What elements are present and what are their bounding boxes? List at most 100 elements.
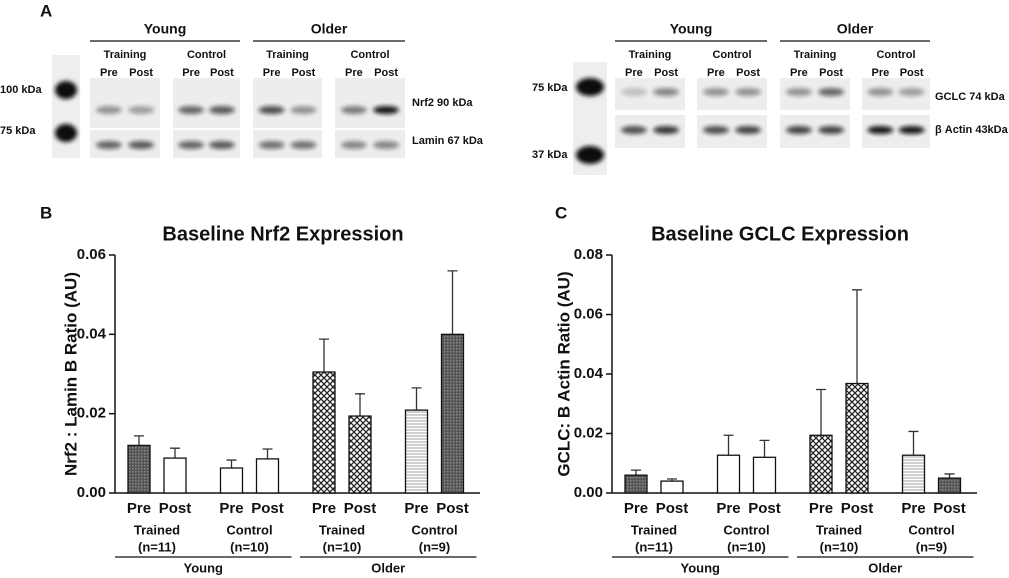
blot-band (818, 126, 845, 134)
y-tick-label: 0.06 (574, 305, 603, 322)
error-bar (723, 434, 734, 456)
blot-band (867, 126, 894, 134)
ladder-band (55, 81, 77, 99)
y-tick-label: 0.02 (574, 424, 603, 441)
lane-label: Post (900, 67, 924, 79)
y-tick-label: 0.02 (77, 405, 106, 422)
blot-box (90, 78, 160, 128)
panel-label: B (40, 203, 52, 222)
band-label: Nrf2 90 kDa (412, 97, 473, 109)
blot-band (785, 88, 812, 96)
error-bar (134, 435, 144, 446)
x-tick-label: Post (656, 500, 689, 517)
ladder-label: 75 kDa (0, 125, 36, 137)
x-tick-label: Pre (716, 500, 740, 517)
group-label: Older (311, 21, 348, 37)
bar (348, 415, 372, 494)
supergroup-label: Young (681, 560, 721, 575)
x-tick-label: Post (841, 500, 874, 517)
y-tick-label: 0.00 (574, 484, 603, 501)
blot-band (208, 106, 235, 114)
x-tick-label: Post (933, 500, 966, 517)
group-n: (n=10) (230, 539, 269, 554)
x-tick-label: Pre (219, 500, 243, 517)
blot-band (128, 106, 155, 114)
x-tick-label: Post (159, 500, 192, 517)
blot-band (620, 126, 647, 134)
group-label: Trained (319, 522, 365, 537)
blot-box (335, 78, 405, 128)
lane-label: Post (736, 67, 760, 79)
lane-label: Post (819, 67, 843, 79)
chart-title: Baseline GCLC Expression (651, 223, 909, 245)
group-label: Trained (816, 522, 862, 537)
blot-band (290, 141, 317, 149)
blot-band (340, 106, 367, 114)
error-bar (262, 448, 273, 459)
subgroup-label: Control (187, 49, 226, 61)
error-bar (319, 338, 329, 373)
y-tick-label: 0.06 (77, 246, 106, 263)
subgroup-label: Training (104, 49, 147, 61)
lane-label: Post (654, 67, 678, 79)
blot-band (653, 126, 680, 134)
y-tick-label: 0.04 (574, 365, 604, 382)
error-bar (226, 459, 237, 469)
group-label: Control (411, 522, 457, 537)
blot-band (735, 88, 762, 96)
error-bar (944, 473, 955, 479)
ladder-label: 75 kDa (532, 82, 568, 94)
blot-band (785, 126, 812, 134)
x-tick-label: Post (748, 500, 781, 517)
error-bar (411, 387, 422, 411)
subgroup-label: Training (266, 49, 309, 61)
bar (624, 474, 648, 494)
supergroup-label: Older (868, 560, 902, 575)
group-n: (n=9) (916, 539, 947, 554)
error-bar (759, 439, 770, 458)
bar (219, 467, 244, 494)
subgroup-label: Control (350, 49, 389, 61)
blot-band (735, 126, 762, 134)
group-label: Older (837, 21, 874, 37)
blot-band (818, 88, 845, 96)
blot-band (95, 141, 122, 149)
error-bar (852, 289, 862, 384)
band-label: β Actin 43kDa (935, 124, 1009, 136)
error-bar (908, 430, 919, 456)
blot-band (258, 106, 285, 114)
bar (255, 458, 280, 494)
lane-label: Post (129, 67, 153, 79)
lane-label: Pre (707, 67, 725, 79)
blot-band (898, 126, 925, 134)
x-tick-label: Pre (624, 500, 648, 517)
ladder-label: 100 kDa (0, 84, 42, 96)
subgroup-label: Training (629, 49, 672, 61)
bar (127, 444, 151, 494)
subgroup-label: Training (794, 49, 837, 61)
blot-band (340, 141, 367, 149)
ladder-band (576, 78, 604, 96)
x-tick-label: Pre (809, 500, 833, 517)
group-label: Young (670, 21, 713, 37)
x-tick-label: Pre (901, 500, 925, 517)
blot-band (178, 141, 205, 149)
blot-box (253, 78, 322, 128)
x-tick-label: Post (436, 500, 469, 517)
blot-band (702, 88, 729, 96)
group-n: (n=11) (138, 539, 176, 554)
ladder-label: 37 kDa (532, 149, 568, 161)
group-label: Control (226, 522, 272, 537)
x-tick-label: Post (251, 500, 284, 517)
lane-label: Pre (100, 67, 118, 79)
blot-band (95, 106, 122, 114)
error-bar (631, 469, 641, 476)
y-axis-label: GCLC: B Actin Ratio (AU) (554, 271, 573, 476)
bar (901, 454, 926, 494)
y-tick-label: 0.00 (77, 484, 106, 501)
supergroup-label: Older (371, 560, 405, 575)
blot-band (702, 126, 729, 134)
panel-label: C (555, 203, 567, 222)
group-n: (n=9) (419, 539, 450, 554)
